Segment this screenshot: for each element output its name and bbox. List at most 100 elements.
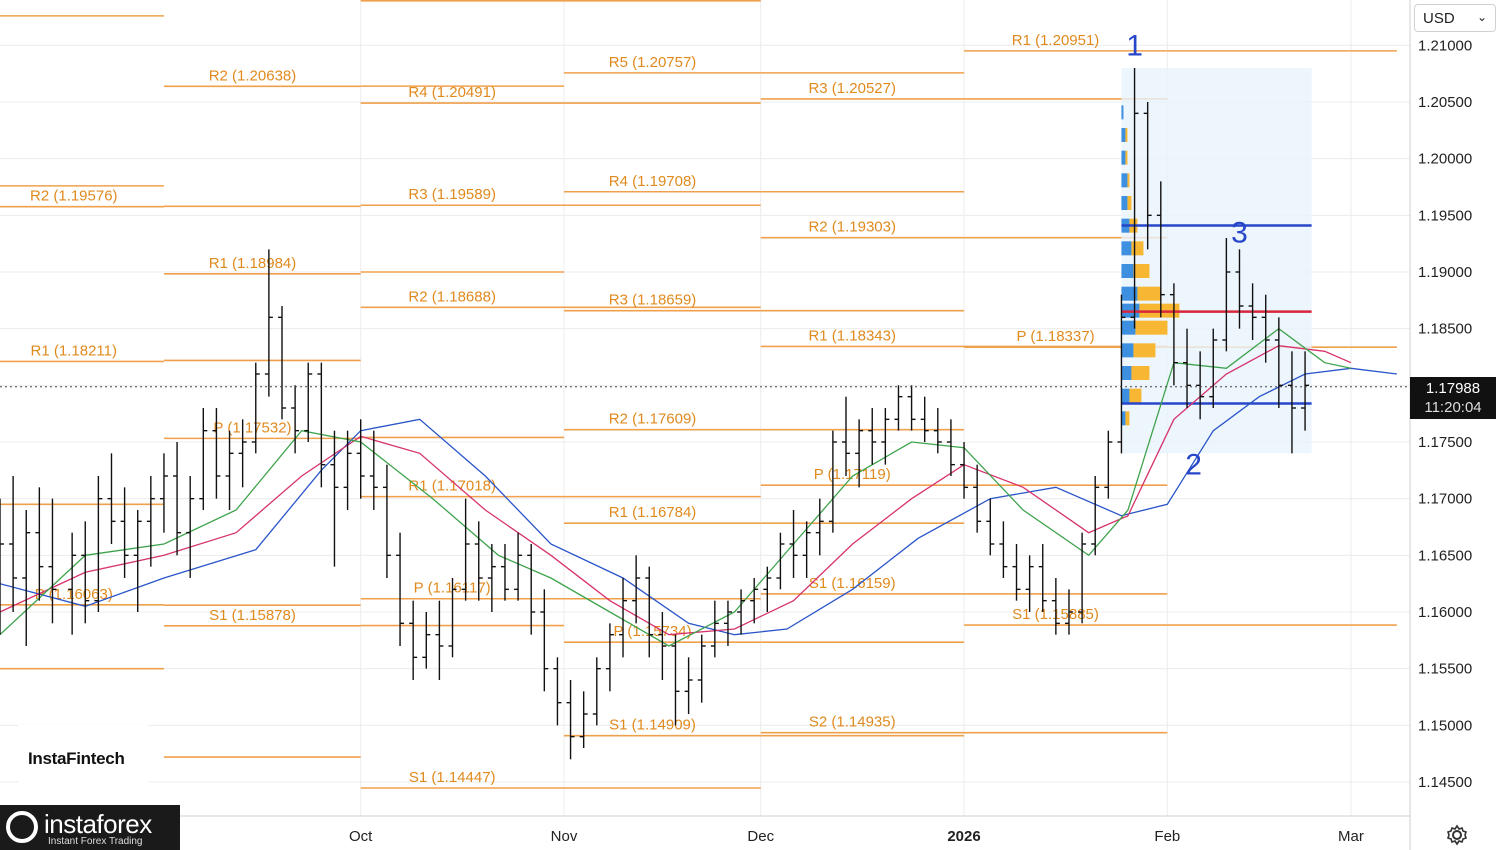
ohlc-bar <box>291 385 300 454</box>
ohlc-bar <box>907 385 916 431</box>
ohlc-bar <box>278 306 286 420</box>
ohlc-bar <box>973 464 982 533</box>
ohlc-bar <box>382 464 391 578</box>
grid <box>0 0 1410 816</box>
ohlc-bar <box>1117 294 1126 454</box>
ohlc-bar <box>146 476 155 567</box>
pivot-label-p: P (1.15734) <box>613 623 691 640</box>
ohlc-bar <box>920 396 929 442</box>
instafintech-logo: InstaFintech <box>18 725 148 783</box>
ohlc-bar <box>199 408 208 510</box>
ohlc-bar <box>133 510 142 612</box>
ohlc-bar <box>1143 102 1152 250</box>
ohlc-bar <box>396 532 405 646</box>
ohlc-bar <box>999 521 1008 578</box>
pivot-label-r3: R3 (1.19589) <box>408 186 496 203</box>
settings-gear-icon[interactable] <box>1444 822 1470 848</box>
volume-bar-buy <box>1121 241 1132 256</box>
price-tick-label: 1.20000 <box>1418 151 1472 168</box>
volume-bar-buy <box>1121 388 1130 403</box>
ohlc-bar <box>1038 544 1047 612</box>
ohlc-bar <box>212 408 221 499</box>
ohlc-bar <box>474 521 483 601</box>
price-tick-label: 1.16500 <box>1418 547 1472 564</box>
bar-countdown: 11:20:04 <box>1424 399 1482 416</box>
ohlc-bar <box>986 498 995 556</box>
ohlc-bar <box>855 419 864 488</box>
ohlc-bar <box>553 657 562 726</box>
pivot-label-r1: R1 (1.17018) <box>408 478 496 495</box>
volume-bar-buy <box>1121 320 1136 335</box>
ohlc-bar <box>946 419 955 476</box>
ohlc-bar <box>842 396 850 476</box>
ohlc-bar <box>107 453 116 544</box>
currency-select[interactable]: USD ⌄ <box>1414 4 1496 32</box>
time-tick-label: Mar <box>1338 828 1364 845</box>
wave-annotations: 1 2 3 <box>1126 29 1248 481</box>
ohlc-bar <box>35 487 44 601</box>
ohlc-bar <box>159 453 168 533</box>
ohlc-bar <box>1287 351 1296 454</box>
current-price-badge: 1.17988 11:20:04 <box>1410 377 1496 419</box>
volume-bar-buy <box>1121 286 1138 301</box>
ohlc-bar <box>251 362 260 454</box>
ohlc-bar <box>566 680 575 760</box>
ohlc-bar <box>173 442 182 556</box>
ohlc-bar <box>710 600 719 658</box>
pivot-label-r2: R2 (1.17609) <box>609 411 697 428</box>
moving-average-line <box>0 345 1352 636</box>
ohlc-bar <box>605 623 614 692</box>
ohlc-bar <box>304 362 313 442</box>
pivot-label-r1: R1 (1.18343) <box>808 327 896 344</box>
pivot-label-s1: S1 (1.14447) <box>409 769 496 786</box>
ohlc-bar <box>514 532 523 601</box>
volume-bar-buy <box>1121 343 1134 358</box>
volume-bar-sell <box>1127 196 1132 210</box>
ohlc-bar <box>409 600 418 680</box>
ohlc-bar <box>579 691 588 748</box>
ohlc-bars <box>0 68 1410 760</box>
ohlc-bar <box>1183 328 1192 408</box>
ohlc-bar <box>828 430 837 533</box>
pivot-label-r1: R1 (1.18984) <box>209 255 297 272</box>
pivot-label-r3: R3 (1.20527) <box>808 80 896 97</box>
price-tick-label: 1.17000 <box>1418 491 1472 508</box>
ohlc-bar <box>225 430 234 510</box>
pivot-label-r1: R1 (1.18211) <box>31 342 117 359</box>
ohlc-bar <box>9 476 18 612</box>
volume-profile-box <box>1121 68 1312 454</box>
ohlc-bar <box>238 419 247 488</box>
ohlc-bar <box>527 544 536 635</box>
ohlc-bar <box>68 532 77 635</box>
ohlc-bar <box>1248 283 1257 340</box>
price-tick-label: 1.19000 <box>1418 264 1472 281</box>
pivot-label-r1: R1 (1.20951) <box>1012 32 1100 49</box>
time-axis[interactable]: Oct Nov Dec 2026 Feb Mar <box>349 828 1364 845</box>
ohlc-bar <box>894 385 903 431</box>
ohlc-bar <box>1130 68 1139 329</box>
ohlc-bar <box>671 634 680 726</box>
ohlc-bar <box>1261 294 1270 363</box>
pivot-label-r2: R2 (1.19303) <box>808 219 896 236</box>
time-tick-label: Oct <box>349 828 373 845</box>
price-tick-label: 1.18500 <box>1418 321 1472 338</box>
ohlc-bar <box>1104 430 1113 499</box>
ohlc-bar <box>1274 317 1283 408</box>
ohlc-bar <box>1078 532 1087 624</box>
time-tick-label: 2026 <box>947 828 980 845</box>
volume-bar-sell <box>1131 366 1150 380</box>
volume-bar-buy <box>1121 411 1126 426</box>
ohlc-bar <box>658 612 667 680</box>
volume-bar-buy <box>1121 128 1126 142</box>
ohlc-bar <box>264 249 273 397</box>
ohlc-bar <box>1051 578 1060 635</box>
pivot-label-r4: R4 (1.20491) <box>408 84 496 101</box>
ohlc-bar <box>1012 544 1021 601</box>
time-tick-label: Nov <box>551 828 578 845</box>
pivot-label-p: P (1.18337) <box>1016 328 1094 345</box>
pivot-label-r4: R4 (1.19708) <box>609 173 697 190</box>
ohlc-bar <box>1025 555 1034 612</box>
price-tick-label: 1.15000 <box>1418 717 1472 734</box>
chevron-down-icon: ⌄ <box>1476 10 1487 24</box>
